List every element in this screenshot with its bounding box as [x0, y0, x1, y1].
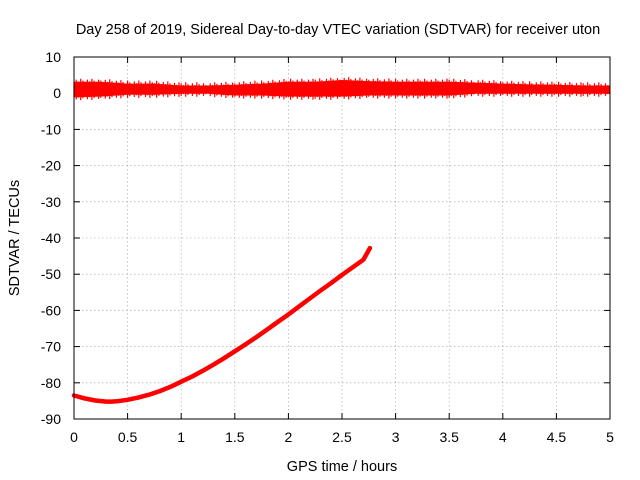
x-tick-label: 1.5	[225, 429, 245, 445]
y-tick-label: -10	[41, 121, 61, 137]
chart-title: Day 258 of 2019, Sidereal Day-to-day VTE…	[76, 22, 600, 38]
plot-frame	[73, 56, 611, 420]
y-tick-label: 0	[53, 85, 61, 101]
series-satellite-track	[71, 245, 373, 404]
x-tick-label: 0	[70, 429, 78, 445]
y-tick-label: -60	[41, 302, 61, 318]
y-tick-label: -40	[41, 230, 61, 246]
x-axis-label: GPS time / hours	[287, 459, 397, 475]
x-tick-label: 3.5	[439, 429, 459, 445]
x-tick-label: 5	[606, 429, 614, 445]
y-tick-label: -30	[41, 194, 61, 210]
x-tick-label: 2.5	[332, 429, 352, 445]
y-tick-label: -80	[41, 375, 61, 391]
y-tick-label: -50	[41, 266, 61, 282]
y-tick-label: 10	[45, 49, 61, 65]
x-tick-labels: 0 0.5 1 1.5 2 2.5 3 3.5 4 4.5 5	[70, 429, 614, 445]
x-tick-label: 2	[285, 429, 293, 445]
x-tick-label: 0.5	[118, 429, 138, 445]
x-tick-label: 4	[499, 429, 507, 445]
y-axis-label: SDTVAR / TECUs	[7, 180, 23, 296]
grid-lines	[74, 57, 610, 419]
y-tick-label: -70	[41, 339, 61, 355]
y-tick-labels: 10 0 -10 -20 -30 -40 -50 -60 -70 -80 -90	[41, 49, 61, 427]
y-tick-label: -20	[41, 158, 61, 174]
x-tick-label: 1	[177, 429, 185, 445]
x-tick-label: 4.5	[547, 429, 567, 445]
x-tick-label: 3	[392, 429, 400, 445]
y-tick-label: -90	[41, 411, 61, 427]
data-series	[71, 77, 611, 404]
